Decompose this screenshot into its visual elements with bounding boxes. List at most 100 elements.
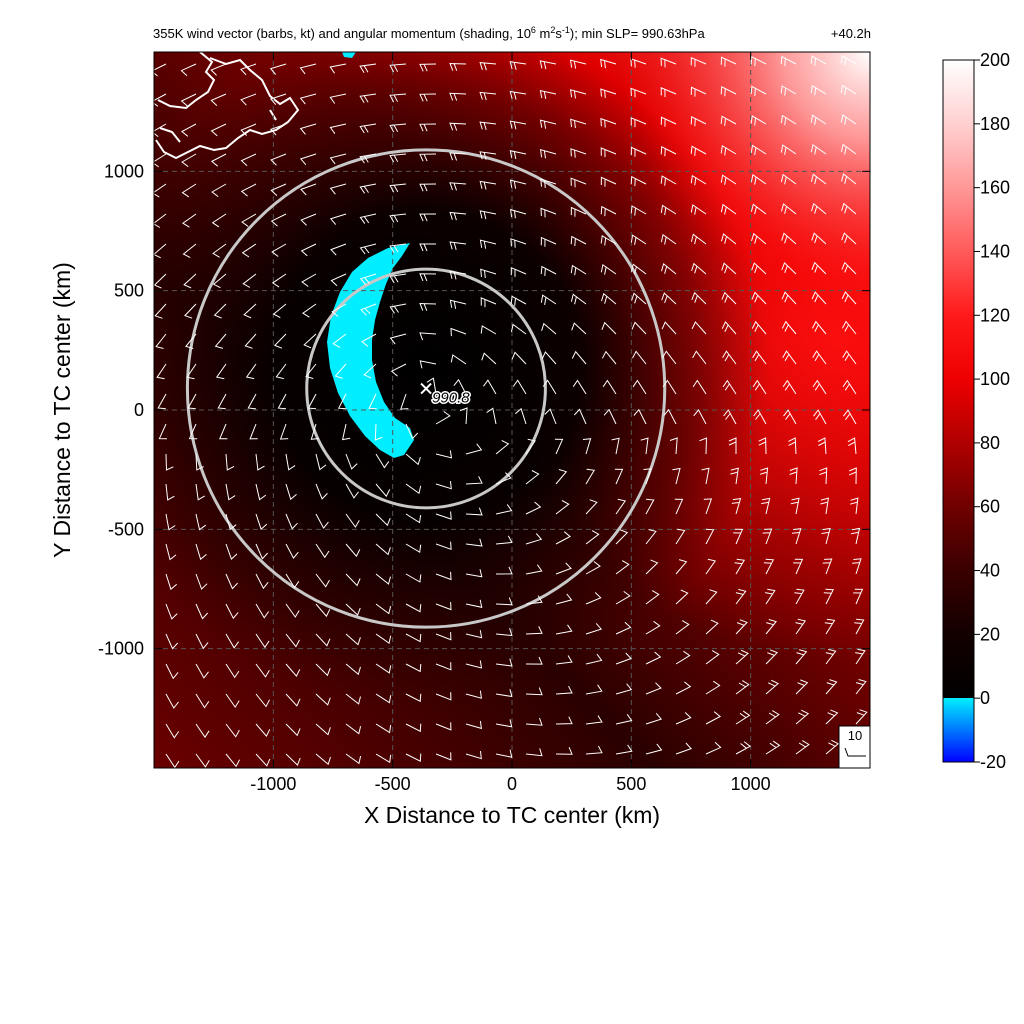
wind-barb — [255, 513, 268, 531]
wind-barb — [345, 573, 361, 587]
wind-barb — [449, 211, 467, 221]
wind-barb — [525, 501, 542, 515]
wind-barb — [345, 693, 361, 705]
wind-barb — [602, 379, 617, 395]
wind-barb — [271, 273, 287, 288]
wind-barb — [154, 183, 167, 198]
wind-barb — [525, 717, 543, 726]
colorbar-tick-label: 200 — [980, 50, 1010, 70]
wind-barb — [375, 693, 392, 704]
y-axis-label: Y Distance to TC center (km) — [49, 262, 75, 558]
wind-barb — [849, 467, 857, 485]
wind-barb — [542, 379, 557, 395]
wind-barb — [780, 114, 797, 126]
wind-barb — [210, 63, 227, 76]
wind-barb — [699, 437, 708, 455]
wind-barb — [154, 153, 167, 168]
wind-barb — [615, 683, 633, 695]
wind-barb — [690, 86, 707, 97]
wind-barb — [315, 723, 331, 736]
wind-barb — [672, 467, 681, 485]
wind-barb — [315, 603, 331, 618]
wind-barb — [156, 363, 167, 380]
wind-barb — [660, 233, 677, 245]
wind-barb — [660, 175, 677, 186]
wind-barb — [240, 63, 257, 76]
wind-barb — [359, 153, 377, 164]
wind-barb — [660, 204, 677, 216]
wind-barb — [225, 573, 238, 590]
wind-barb — [825, 739, 840, 755]
wind-barb — [435, 511, 452, 520]
wind-barb — [299, 153, 317, 166]
wind-barb — [544, 408, 557, 425]
wind-barb — [525, 564, 543, 575]
wind-barb — [285, 723, 301, 737]
colorbar-tick-label: 40 — [980, 561, 1000, 581]
wind-barb — [300, 213, 317, 226]
wind-barb — [329, 183, 347, 195]
wind-barb — [195, 633, 209, 650]
wind-barb — [225, 663, 240, 679]
wind-barb — [705, 680, 721, 695]
wind-barb — [480, 297, 497, 308]
wind-barb — [540, 294, 557, 305]
wind-barb — [540, 207, 557, 218]
wind-barb — [817, 437, 827, 455]
wind-barb — [752, 350, 767, 365]
wind-barb — [279, 423, 289, 440]
wind-barb — [571, 322, 587, 335]
wind-barb — [241, 213, 257, 227]
wind-barb — [693, 409, 707, 425]
wind-barb — [660, 146, 677, 157]
wind-barb — [435, 722, 452, 731]
wind-barb — [570, 89, 587, 99]
wind-barb — [435, 662, 452, 671]
wind-barb — [735, 649, 749, 665]
wind-barb — [763, 558, 775, 575]
wind-barb — [495, 504, 513, 515]
wind-barb — [555, 562, 572, 575]
wind-barb — [285, 693, 301, 707]
wind-barb — [600, 88, 617, 98]
wind-barb — [453, 378, 467, 395]
wind-barb — [582, 438, 592, 455]
wind-barb — [853, 588, 864, 605]
wind-barb — [840, 54, 857, 66]
wind-barb — [435, 541, 452, 551]
wind-barb — [360, 303, 377, 316]
wind-barb — [181, 213, 197, 228]
wind-barb — [783, 409, 797, 425]
wind-barb — [852, 558, 862, 575]
wind-barb — [465, 630, 483, 639]
wind-barb — [315, 573, 330, 588]
wind-barb — [165, 693, 179, 709]
wind-barb — [585, 468, 596, 485]
x-axis: -1000 -500 0 500 1000 — [250, 52, 771, 794]
wind-barbs — [154, 54, 869, 768]
colorbar-tick-label: 160 — [980, 178, 1010, 198]
wind-barb — [569, 59, 587, 69]
wind-barb — [270, 123, 287, 136]
wind-barb — [345, 663, 361, 676]
wind-barb — [690, 145, 707, 156]
wind-barb — [662, 379, 677, 395]
wind-barb — [271, 243, 287, 257]
wind-barb — [210, 123, 227, 137]
wind-barb — [570, 293, 587, 305]
wind-barb — [750, 56, 767, 67]
wind-barb — [645, 620, 661, 635]
wind-barb — [789, 467, 798, 485]
wind-barb — [615, 744, 633, 755]
center-slp-label: 990.8 — [432, 390, 470, 407]
wind-barb — [225, 603, 239, 620]
wind-barb — [165, 453, 174, 471]
wind-barb — [675, 712, 692, 725]
wind-barb — [661, 292, 677, 305]
wind-barb — [482, 379, 497, 395]
wind-barb — [632, 350, 647, 365]
wind-barb — [195, 693, 210, 709]
wind-barb — [225, 633, 240, 649]
wind-barb — [363, 363, 377, 379]
wind-barb — [400, 393, 409, 410]
